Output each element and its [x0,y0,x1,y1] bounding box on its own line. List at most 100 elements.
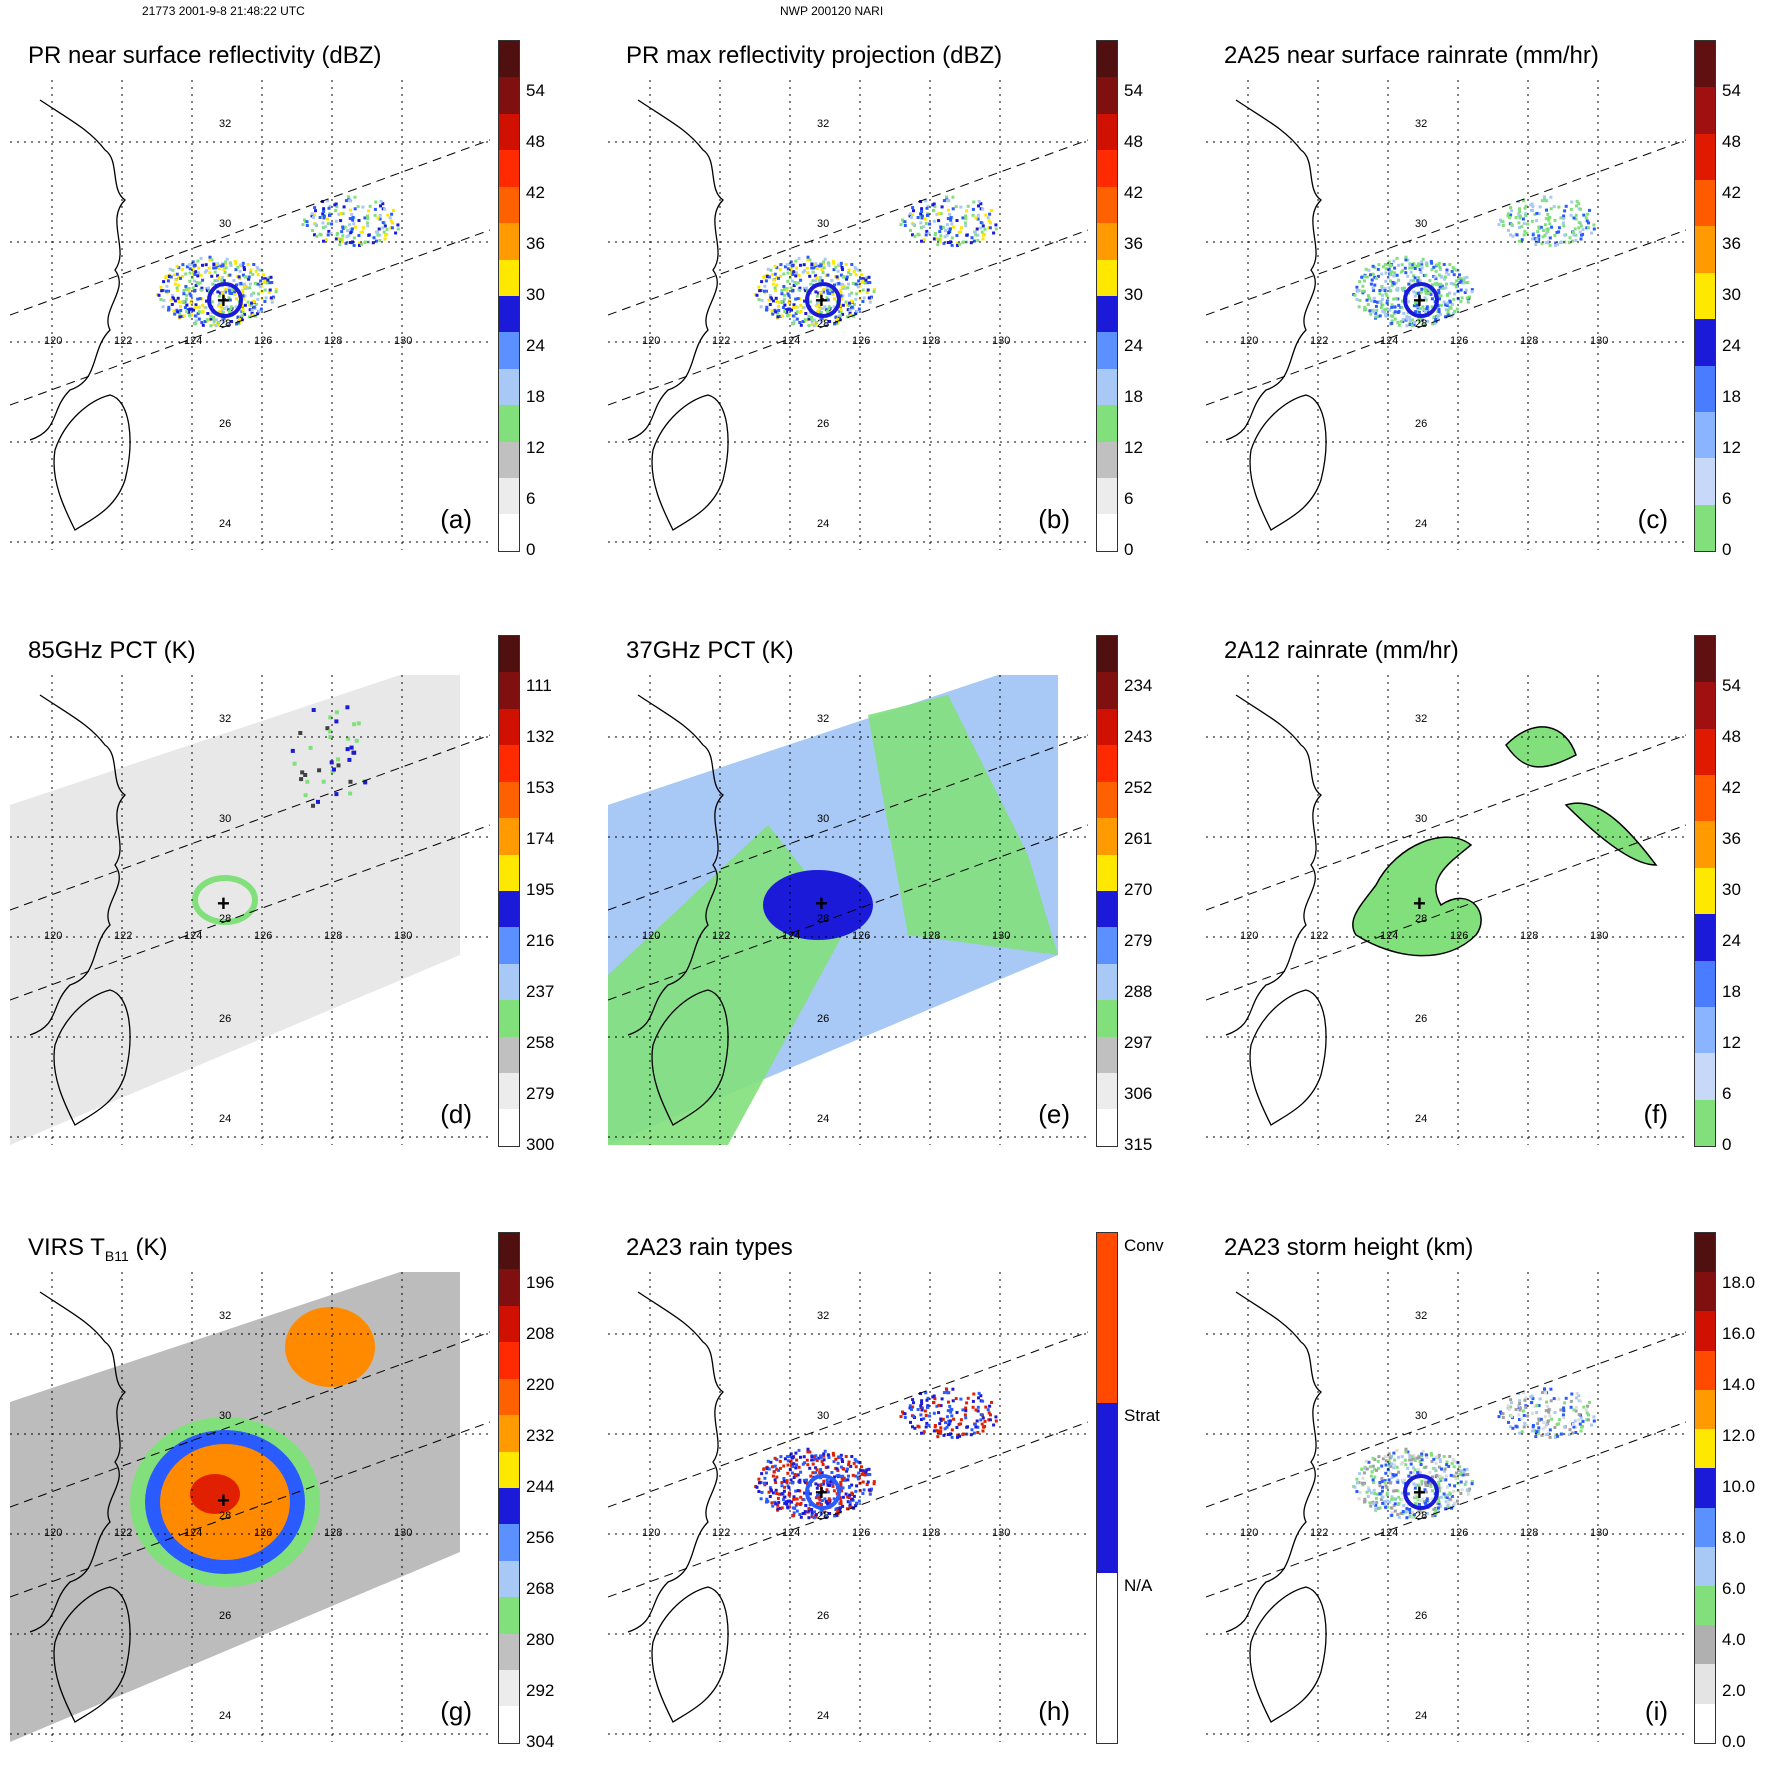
pixel-mark [170,303,174,306]
pixel-mark [385,232,389,236]
lon-tick-label: 120 [44,1527,62,1539]
pixel-mark [1371,286,1375,290]
pixel-mark [941,1417,945,1421]
pixel-mark [781,306,785,310]
pixel-mark [837,1473,841,1477]
pixel-mark [1574,1405,1578,1409]
pr-swath-edge [10,1331,490,1508]
pixel-mark [1363,1497,1367,1501]
pixel-mark [791,272,795,276]
pixel-mark [207,266,211,270]
pixel-mark [938,1422,942,1426]
pixel-mark [1587,1413,1590,1417]
pixel-mark [777,1468,780,1472]
pixel-mark [1372,1488,1376,1492]
pixel-mark [346,736,351,741]
pixel-mark [1563,1401,1567,1405]
pixel-mark [233,290,237,294]
pixel-mark [969,241,973,245]
pixel-mark [1518,216,1522,220]
pixel-mark [822,1454,826,1458]
pixel-mark [187,308,191,312]
pixel-mark [1517,212,1521,216]
pixel-mark [250,311,254,315]
pr-swath-edge [10,229,490,406]
pixel-mark [345,705,350,710]
pixel-mark [228,309,231,313]
pixel-mark [792,1511,796,1515]
pixel-mark [1393,305,1397,309]
pixel-mark [1415,1493,1419,1497]
colorbar-segment [1695,411,1715,459]
pixel-mark [1537,237,1541,241]
lat-tick-label: 24 [1415,1113,1427,1125]
pixel-mark [1543,233,1547,237]
taiwan-outline [53,394,131,531]
colorbar-segment [1695,1664,1715,1704]
pixel-mark [262,273,265,277]
pixel-mark [1418,1460,1422,1463]
pixel-mark [254,302,258,306]
pixel-mark [1450,269,1454,273]
lon-tick-label: 130 [992,335,1010,347]
pixel-mark [1409,266,1413,270]
pixel-mark [1547,1408,1551,1412]
pixel-mark [1356,1481,1360,1485]
pixel-mark [868,1473,872,1476]
lon-tick-label: 124 [782,930,800,942]
pixel-mark [765,1500,768,1504]
pixel-mark [1421,1497,1425,1501]
pixel-mark [1549,1387,1553,1391]
pixel-mark [1533,1429,1537,1433]
pixel-mark [1547,1410,1551,1414]
pixel-mark [1460,1488,1464,1492]
pixel-mark [1454,268,1458,272]
colorbar-segment [499,1451,519,1488]
pixel-mark [1510,222,1514,226]
pixel-mark [1507,228,1510,232]
pixel-mark [961,1432,965,1436]
colorbar-segment [1695,365,1715,412]
pixel-mark [840,297,843,301]
pixel-mark [984,1405,988,1409]
pixel-mark [1392,311,1396,315]
pixel-mark [776,1507,780,1511]
pixel-mark [1435,1455,1439,1459]
lat-tick-label: 26 [1415,1610,1427,1622]
pixel-mark [212,323,216,327]
pixel-mark [927,231,931,235]
colorbar-segment [1097,41,1117,78]
pixel-mark [1383,1500,1387,1504]
pixel-mark [797,273,801,277]
pixel-mark [1389,289,1392,293]
colorbar-segment [499,818,519,855]
pixel-mark [792,1476,796,1479]
pixel-mark [1424,1453,1428,1457]
pixel-mark [775,266,779,270]
pixel-mark [822,318,826,322]
pixel-mark [1368,297,1371,301]
colorbar-tick-label: 48 [1722,727,1741,746]
pixel-mark [979,202,983,206]
pixel-mark [1424,309,1427,313]
pixel-mark [178,304,182,308]
pixel-mark [979,1394,983,1398]
lat-tick-label: 24 [817,1710,829,1722]
panel-b: PR max reflectivity projection (dBZ) +120… [598,40,1088,555]
pixel-mark [211,282,215,286]
colorbar-segment [499,150,519,187]
pixel-mark [830,1471,834,1474]
pixel-mark [1380,1479,1384,1483]
pixel-mark [1538,205,1542,209]
pixel-mark [376,233,380,237]
pixel-mark [826,273,830,277]
lon-tick-label: 126 [852,930,870,942]
pixel-mark [764,279,768,283]
pixel-mark [1372,296,1376,300]
pixel-mark [1393,1458,1397,1462]
pixel-mark [1446,1493,1450,1497]
pixel-mark [1363,308,1366,312]
pixel-mark [1413,1486,1417,1490]
pixel-mark [795,1458,799,1462]
pixel-mark [1543,195,1546,199]
